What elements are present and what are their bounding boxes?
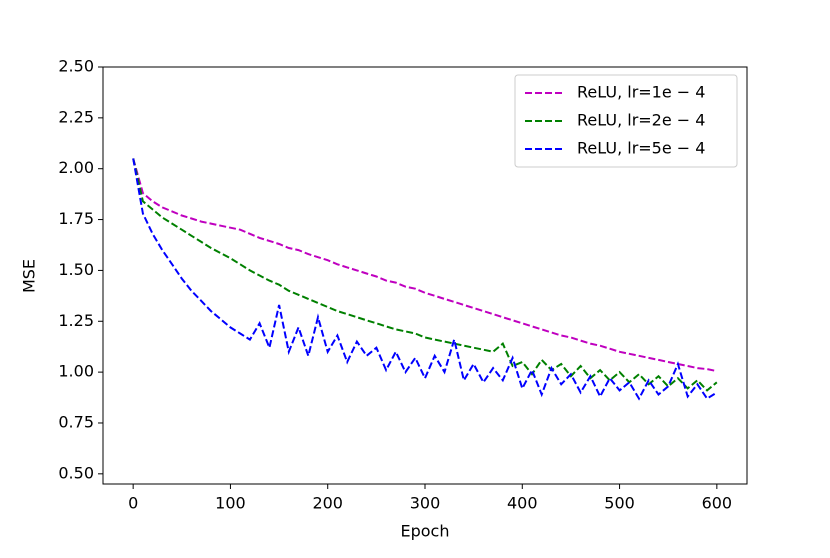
y-axis-label: MSE [20,259,39,293]
y-tick-label: 2.00 [58,158,94,177]
x-tick-label: 300 [410,494,441,513]
x-tick-label: 200 [312,494,343,513]
y-tick-label: 1.50 [58,260,94,279]
series-line [132,158,718,401]
y-tick-label: 0.50 [58,463,94,482]
plot-frame [102,66,748,485]
legend-box [514,74,738,168]
x-tick-label: 100 [215,494,246,513]
y-tick-label: 0.75 [58,412,94,431]
x-tick-label: 500 [604,494,635,513]
series-line [132,158,718,392]
y-tick-label: 1.00 [58,362,94,381]
y-tick-label: 2.25 [58,107,94,126]
series-line [132,158,718,373]
y-tick-label: 1.25 [58,311,94,330]
legend-label: ReLU, lr=5e − 4 [577,139,705,158]
y-tick-label: 2.50 [58,57,94,76]
x-tick-label: 0 [128,494,138,513]
legend-label: ReLU, lr=2e − 4 [577,111,705,130]
legend-label: ReLU, lr=1e − 4 [577,83,705,102]
y-tick-label: 1.75 [58,209,94,228]
x-axis-label: Epoch [401,522,450,541]
x-tick-label: 600 [702,494,733,513]
x-tick-label: 400 [507,494,538,513]
